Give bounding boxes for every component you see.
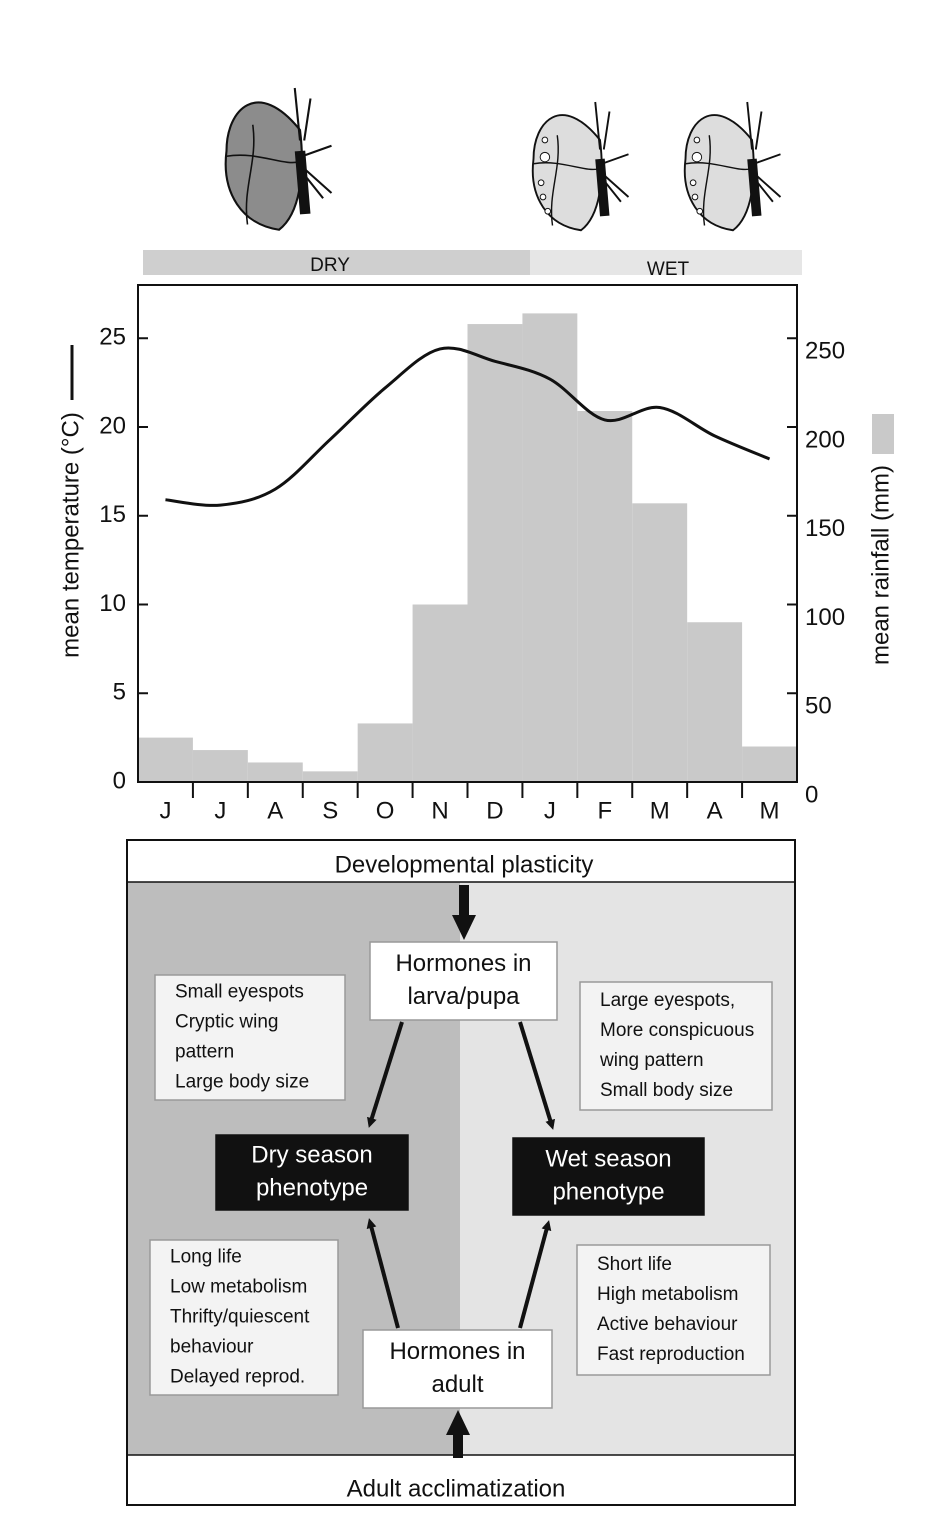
rain-bar (522, 313, 578, 782)
box-text: adult (431, 1371, 483, 1398)
x-tick-label: D (486, 797, 503, 824)
box-text: phenotype (256, 1174, 368, 1201)
dry-life-box (149, 1239, 339, 1396)
dry-traits-box (154, 974, 346, 1101)
y2-tick-label: 0 (805, 781, 818, 808)
diagram-top-label: Developmental plasticity (335, 851, 594, 878)
y2-tick-label: 200 (805, 426, 845, 453)
y-tick-label: 5 (113, 679, 126, 706)
y2-tick-label: 150 (805, 515, 845, 542)
legend-swatch (872, 414, 894, 454)
box-text: Dry season (251, 1141, 372, 1168)
box-text: Hormones in (389, 1338, 525, 1365)
box-text: wing pattern (599, 1050, 704, 1071)
rain-bar (247, 762, 303, 782)
diagram: Hormones in larva/pupa Hormones in adult Dry… (126, 839, 796, 1506)
y-tick-label: 20 (99, 412, 126, 439)
box-text: Hormones in (395, 950, 531, 977)
y2-axis-label: mean rainfall (mm) (867, 465, 894, 665)
x-tick-label: J (544, 797, 556, 824)
box-text: High metabolism (597, 1284, 739, 1305)
x-tick-label: J (214, 797, 226, 824)
x-tick-label: J (159, 797, 171, 824)
y-tick-label: 0 (113, 767, 126, 794)
y-tick-label: 10 (99, 590, 126, 617)
box-text: pattern (175, 1042, 234, 1063)
wet-phenotype-box (512, 1137, 705, 1216)
rain-bar (192, 750, 248, 782)
dry-phenotype-box (215, 1134, 409, 1211)
hormones-larva-box (369, 941, 558, 1021)
rain-bar (687, 622, 743, 782)
box-text: Active behaviour (597, 1314, 738, 1335)
box-text: Wet season (545, 1145, 671, 1172)
wet-life-box (576, 1244, 771, 1376)
hormones-adult-box (362, 1329, 553, 1409)
y-tick-label: 25 (99, 324, 126, 351)
x-tick-label: A (267, 797, 283, 824)
box-text: Thrifty/quiescent (170, 1307, 310, 1328)
box-text: Small body size (600, 1080, 733, 1101)
x-tick-label: A (707, 797, 723, 824)
y2-tick-label: 50 (805, 693, 832, 720)
x-tick-label: M (650, 797, 670, 824)
box-text: Small eyespots (175, 982, 304, 1003)
temperature-line (165, 346, 771, 507)
rain-bar (138, 737, 193, 782)
x-tick-label: N (431, 797, 448, 824)
season-label: DRY (310, 255, 350, 276)
x-tick-label: S (322, 797, 338, 824)
box-text: Low metabolism (170, 1277, 307, 1298)
wet-traits-box (579, 981, 773, 1111)
diagram-bottom-label: Adult acclimatization (347, 1475, 566, 1502)
box-text: Long life (170, 1247, 242, 1268)
rain-bar (357, 723, 413, 782)
box-text: Fast reproduction (597, 1344, 745, 1365)
rain-bar (412, 604, 468, 782)
box-text: Delayed reprod. (170, 1367, 305, 1388)
y-tick-label: 15 (99, 501, 126, 528)
dry-band (143, 250, 530, 275)
y2-tick-label: 100 (805, 604, 845, 631)
season-label: WET (647, 259, 690, 280)
rain-bar (577, 411, 633, 782)
box-text: Cryptic wing (175, 1012, 278, 1033)
box-text: behaviour (170, 1337, 254, 1358)
x-tick-label: F (597, 797, 612, 824)
rain-bar (302, 771, 358, 782)
x-tick-label: O (376, 797, 395, 824)
y-axis-label: mean temperature (°C) (57, 412, 84, 658)
box-text: More conspicuous (600, 1020, 754, 1041)
wet-band (530, 250, 802, 275)
rain-bar (467, 324, 523, 782)
box-text: larva/pupa (407, 983, 520, 1010)
box-text: Large body size (175, 1072, 309, 1093)
box-text: Short life (597, 1254, 672, 1275)
x-tick-label: M (760, 797, 780, 824)
plot (138, 313, 797, 782)
box-text: Large eyespots, (600, 990, 735, 1011)
y2-tick-label: 250 (805, 338, 845, 365)
box-text: phenotype (552, 1178, 664, 1205)
rain-bar (632, 503, 688, 782)
rain-bar (742, 746, 797, 782)
